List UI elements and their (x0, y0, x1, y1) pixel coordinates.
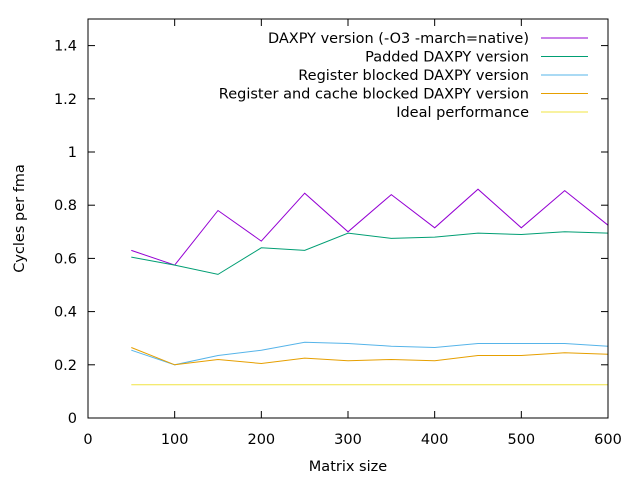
legend-label: Register blocked DAXPY version (298, 68, 529, 84)
series-line-2 (131, 231, 609, 275)
y-tick-label: 1 (68, 145, 77, 161)
x-tick-label: 0 (83, 432, 92, 448)
y-tick-label: 0.4 (54, 305, 77, 321)
y-tick-label: 0.2 (54, 358, 77, 374)
x-axis-label: Matrix size (309, 459, 387, 475)
x-tick-label: 100 (161, 432, 189, 448)
series-line-4 (131, 347, 609, 366)
legend-label: Ideal performance (396, 105, 529, 121)
y-tick-label: 1.4 (54, 39, 77, 55)
series-layer (131, 188, 609, 386)
y-tick-label: 0 (68, 411, 77, 427)
y-axis-label: Cycles per fma (12, 164, 28, 273)
x-tick-label: 600 (594, 432, 622, 448)
y-axis-ticks: 0 0.2 0.4 0.6 0.8 1 1.2 1.4 (54, 39, 608, 427)
y-tick-label: 0.8 (54, 198, 77, 214)
legend: DAXPY version (-O3 -march=native) Padded … (219, 31, 588, 121)
x-tick-label: 300 (334, 432, 362, 448)
legend-label: Padded DAXPY version (365, 50, 529, 66)
y-tick-label: 1.2 (54, 92, 77, 108)
x-tick-label: 200 (247, 432, 275, 448)
x-tick-label: 400 (421, 432, 449, 448)
series-line-3 (131, 341, 609, 366)
x-tick-label: 500 (507, 432, 535, 448)
y-tick-label: 0.6 (54, 251, 77, 267)
legend-label: Register and cache blocked DAXPY version (219, 87, 529, 103)
series-line-1 (131, 188, 609, 266)
x-axis-ticks: 0 100 200 300 400 500 600 (83, 19, 622, 448)
legend-label: DAXPY version (-O3 -march=native) (268, 31, 529, 47)
